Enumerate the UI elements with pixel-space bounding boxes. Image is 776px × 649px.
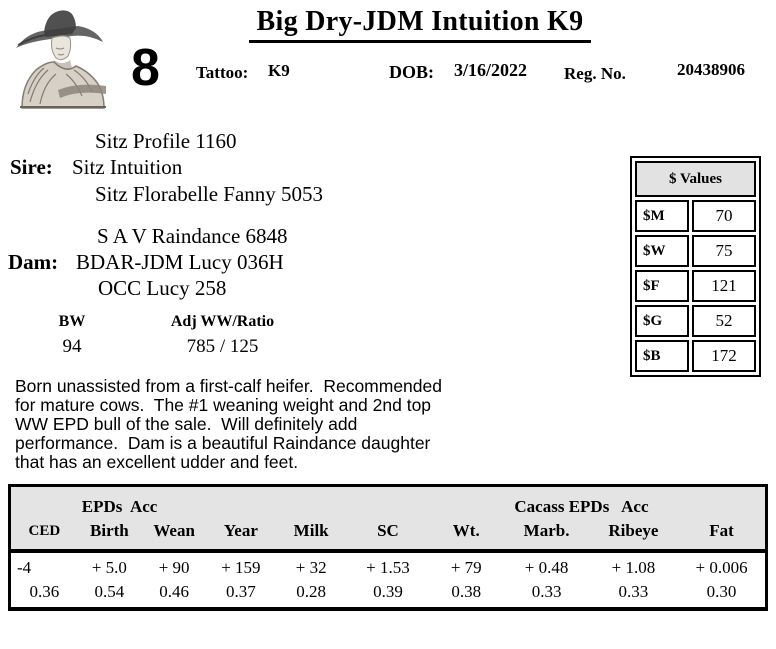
title-row: Big Dry-JDM Intuition K9 xyxy=(120,6,720,43)
epd-marb: + 0.48 xyxy=(504,549,589,580)
dollar-value-row: $B 172 xyxy=(635,340,756,372)
col-wt: Wt. xyxy=(428,517,505,551)
acc-fat: 0.30 xyxy=(706,582,737,601)
acc-sc: 0.39 xyxy=(373,582,403,601)
dam-grandsire: S A V Raindance 6848 xyxy=(97,224,288,248)
epd-wt: + 79 xyxy=(428,549,505,580)
dollar-value-row: $M 70 xyxy=(635,200,756,232)
col-fat: Fat xyxy=(678,517,767,551)
description-paragraph: Born unassisted from a first-calf heifer… xyxy=(15,377,505,472)
col-sc: SC xyxy=(347,517,429,551)
dollar-b-label: $B xyxy=(635,340,689,372)
epd-ribeye: + 1.08 xyxy=(588,549,679,580)
col-birth: Birth xyxy=(77,517,141,551)
acc-wt: 0.38 xyxy=(451,582,482,601)
description-line: that has an excellent udder and feet. xyxy=(15,452,299,472)
acc-birth: 0.54 xyxy=(94,582,125,601)
dam-granddam: OCC Lucy 258 xyxy=(98,276,227,300)
tattoo-label: Tattoo: xyxy=(196,63,249,82)
dollar-b-value: 172 xyxy=(692,340,756,372)
dob-label: DOB: xyxy=(389,62,434,82)
adj-ww-ratio-header: Adj WW/Ratio xyxy=(170,313,275,330)
acc-ced: 0.36 xyxy=(29,582,60,601)
epd-year: + 159 xyxy=(207,549,275,580)
dollar-m-value: 70 xyxy=(692,200,756,232)
acc-year: 0.37 xyxy=(226,582,256,601)
description-line: for mature cows. The #1 weaning weight a… xyxy=(15,395,432,415)
reg-number-label: Reg. No. xyxy=(564,64,626,83)
epd-milk: + 32 xyxy=(274,549,348,580)
lot-number: 8 xyxy=(131,39,160,97)
epd-wean: + 90 xyxy=(141,549,208,580)
dollar-g-label: $G xyxy=(635,305,689,337)
col-ribeye: Ribeye xyxy=(588,517,679,551)
epd-accuracy-row: 0.36 0.54 0.46 0.37 0.28 0.39 0.38 0.33 … xyxy=(10,580,767,609)
epd-birth: + 5.0 xyxy=(77,549,141,580)
acc-wean: 0.46 xyxy=(159,582,189,601)
dollar-value-row: $W 75 xyxy=(635,235,756,267)
cowboy-sketch-image xyxy=(6,4,118,112)
bw-value: 94 xyxy=(62,336,82,357)
epd-column-header-row: CED Birth Wean Year Milk SC Wt. Marb. Ri… xyxy=(9,517,767,551)
col-year: Year xyxy=(207,517,275,551)
page-title: Big Dry-JDM Intuition K9 xyxy=(248,6,592,43)
acc-milk: 0.28 xyxy=(296,582,327,601)
epd-fat: + 0.006 xyxy=(678,549,767,580)
description-line: WW EPD bull of the sale. Will definitely… xyxy=(15,414,358,434)
sire-name: Sitz Intuition xyxy=(72,155,183,179)
epd-ced: -4 xyxy=(9,549,78,580)
dam-label: Dam: xyxy=(8,250,59,274)
dollar-values-header: $ Values xyxy=(635,161,756,197)
adj-ww-ratio-value: 785 / 125 xyxy=(186,336,259,357)
col-ced: CED xyxy=(9,517,78,551)
dollar-value-row: $F 121 xyxy=(635,270,756,302)
epd-group-row: EPDs Acc Cacass EPDs Acc xyxy=(9,485,767,517)
dollar-w-label: $W xyxy=(635,235,689,267)
dollar-values-table: $ Values $M 70 $W 75 $F 121 $G 52 xyxy=(630,156,761,377)
bw-header: BW xyxy=(58,313,86,330)
reg-number-value: 20438906 xyxy=(677,60,745,79)
dollar-g-value: 52 xyxy=(692,305,756,337)
dollar-value-row: $G 52 xyxy=(635,305,756,337)
tattoo-value: K9 xyxy=(268,61,290,80)
dollar-f-value: 121 xyxy=(692,270,756,302)
dollar-f-label: $F xyxy=(635,270,689,302)
description-line: Born unassisted from a first-calf heifer… xyxy=(15,376,442,396)
dollar-m-label: $M xyxy=(635,200,689,232)
col-marb: Marb. xyxy=(504,517,589,551)
cowboy-sketch-icon xyxy=(16,10,106,109)
col-milk: Milk xyxy=(274,517,348,551)
epd-table: EPDs Acc Cacass EPDs Acc CED Birth Wean … xyxy=(8,484,768,611)
epd-sc: + 1.53 xyxy=(347,549,429,580)
acc-ribeye: 0.33 xyxy=(618,582,649,601)
epd-values-row: -4 + 5.0 + 90 + 159 + 32 + 1.53 + 79 + 0… xyxy=(9,549,767,580)
dollar-w-value: 75 xyxy=(692,235,756,267)
sire-grandsire: Sitz Profile 1160 xyxy=(95,129,237,153)
sire-granddam: Sitz Florabelle Fanny 5053 xyxy=(95,182,324,206)
sire-label: Sire: xyxy=(10,155,53,179)
epd-group-left-label: EPDs Acc xyxy=(77,485,208,517)
epd-group-right-label: Cacass EPDs Acc xyxy=(504,485,679,517)
description-line: performance. Dam is a beautiful Raindanc… xyxy=(15,433,431,453)
col-wean: Wean xyxy=(141,517,208,551)
dam-name: BDAR-JDM Lucy 036H xyxy=(76,250,284,274)
dob-value: 3/16/2022 xyxy=(454,60,528,80)
acc-marb: 0.33 xyxy=(531,582,562,601)
